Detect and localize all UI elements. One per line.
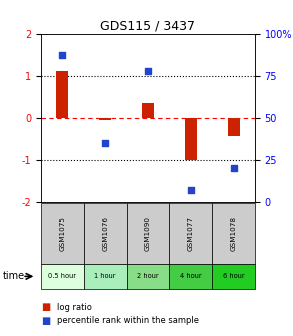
- Bar: [185, 118, 197, 160]
- Text: ■: ■: [41, 316, 50, 326]
- Point: [146, 68, 150, 73]
- Point: [60, 53, 65, 58]
- Text: GSM1090: GSM1090: [145, 216, 151, 251]
- Text: 6 hour: 6 hour: [223, 274, 244, 279]
- Text: log ratio: log ratio: [57, 303, 92, 312]
- Point: [103, 140, 108, 145]
- Text: ■: ■: [41, 302, 50, 312]
- Text: GSM1077: GSM1077: [188, 216, 194, 251]
- Point: [231, 165, 236, 171]
- Bar: [142, 103, 154, 118]
- Text: GSM1076: GSM1076: [102, 216, 108, 251]
- Title: GDS115 / 3437: GDS115 / 3437: [100, 19, 195, 33]
- Text: time: time: [3, 271, 25, 281]
- Text: GSM1078: GSM1078: [231, 216, 236, 251]
- Text: 2 hour: 2 hour: [137, 274, 159, 279]
- Bar: [99, 118, 111, 120]
- Text: percentile rank within the sample: percentile rank within the sample: [57, 317, 199, 325]
- Bar: [228, 118, 239, 136]
- Text: 4 hour: 4 hour: [180, 274, 202, 279]
- Text: 0.5 hour: 0.5 hour: [48, 274, 76, 279]
- Point: [188, 187, 193, 193]
- Bar: [57, 72, 68, 118]
- Text: GSM1075: GSM1075: [59, 216, 65, 251]
- Text: 1 hour: 1 hour: [94, 274, 116, 279]
